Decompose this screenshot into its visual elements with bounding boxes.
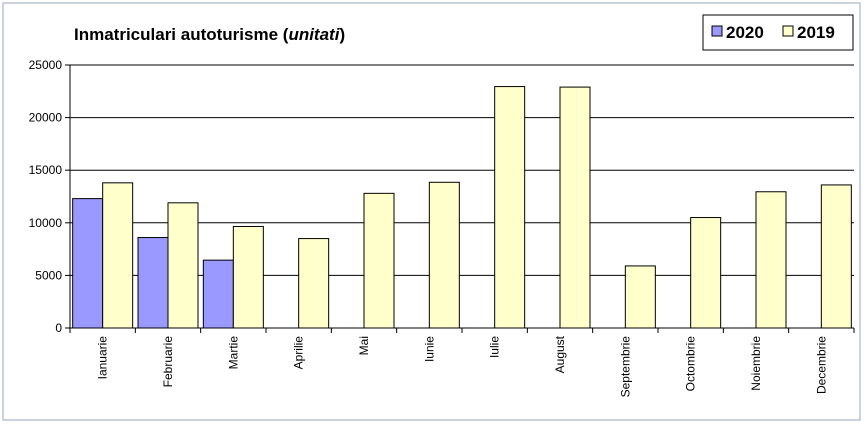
bar-2019-octombrie — [690, 217, 722, 329]
bar-2019-februarie — [167, 202, 199, 329]
x-tick-label: Mai — [357, 336, 371, 355]
legend-label-2019: 2019 — [797, 23, 835, 42]
bar-2019-septembrie — [624, 265, 656, 329]
y-tick-label: 15000 — [29, 163, 63, 177]
legend-swatch-2019 — [782, 25, 794, 37]
bar-2020-februarie — [137, 237, 169, 329]
bar-2019-aprilie — [298, 238, 330, 329]
bar-2019-decembrie — [820, 184, 852, 329]
bars — [72, 86, 852, 329]
x-tick-label: Martie — [226, 336, 240, 370]
bar-2019-mai — [363, 192, 395, 329]
bar-2019-martie — [232, 225, 264, 329]
x-tick-label: Septembrie — [618, 336, 632, 398]
bar-2020-ianuarie — [72, 198, 104, 329]
x-tick-label: Aprilie — [292, 336, 306, 370]
y-tick-label: 0 — [55, 321, 62, 335]
bar-2019-august — [559, 86, 591, 329]
x-tick-label: Noiembrie — [749, 336, 763, 391]
legend-box — [702, 14, 854, 51]
y-axis: 25000 20000 15000 10000 5000 0 — [29, 58, 71, 335]
bar-2019-iunie — [428, 181, 460, 329]
x-tick-label: Iunie — [422, 336, 436, 362]
legend: 2020 2019 — [702, 14, 854, 51]
x-tick-label: Ianuarie — [96, 336, 110, 380]
x-tick-label: Decembrie — [814, 336, 828, 394]
y-tick-label: 25000 — [29, 58, 63, 72]
x-tick-label: August — [553, 335, 567, 373]
legend-label-2020: 2020 — [726, 23, 764, 42]
x-axis: Ianuarie Februarie Martie Aprilie Mai Iunie Iu… — [69, 327, 855, 398]
bar-2019-iulie — [494, 86, 526, 329]
x-tick-label: Iulie — [488, 336, 502, 358]
x-tick-label: Februarie — [161, 336, 175, 388]
y-tick-label: 5000 — [35, 268, 62, 282]
y-tick-label: 10000 — [29, 216, 63, 230]
bar-2019-ianuarie — [102, 182, 134, 329]
bar-2019-noiembrie — [755, 191, 787, 329]
x-tick-label: Octombrie — [684, 336, 698, 392]
chart-title: Inmatriculari autoturisme (unitati) — [74, 25, 345, 44]
legend-swatch-2020 — [711, 25, 723, 37]
gridlines — [70, 64, 854, 276]
y-tick-label: 20000 — [29, 111, 63, 125]
bar-2020-martie — [202, 259, 234, 329]
